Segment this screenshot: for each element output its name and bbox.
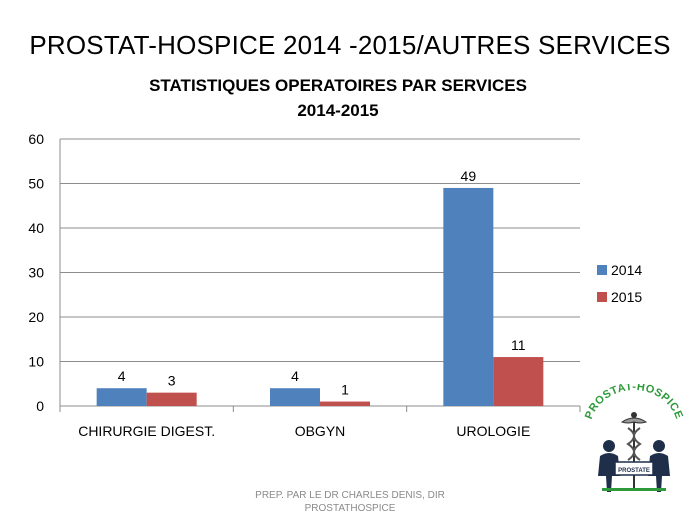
chart-subtitle: 2014-2015 <box>297 101 379 120</box>
prostat-hospice-logo: PROSTAT-HOSPICE PROSTATE <box>583 384 685 492</box>
legend-label: 2014 <box>611 262 642 278</box>
legend-swatch <box>597 265 607 275</box>
slide-title: PROSTAT-HOSPICE 2014 -2015/AUTRES SERVIC… <box>29 30 671 60</box>
bar <box>320 401 370 406</box>
x-tick-label: UROLOGIE <box>456 423 530 439</box>
y-tick-label: 60 <box>28 131 44 147</box>
data-label: 4 <box>118 368 126 384</box>
data-label: 11 <box>511 337 526 353</box>
logo-sign-text: PROSTATE <box>618 468 650 474</box>
data-label: 4 <box>291 368 299 384</box>
legend-swatch <box>597 292 607 302</box>
x-tick-label: OBGYN <box>295 423 346 439</box>
y-tick-label: 10 <box>28 354 44 370</box>
bar <box>443 187 494 406</box>
legend-label: 2015 <box>611 289 642 305</box>
y-tick-label: 20 <box>28 309 44 325</box>
y-tick-label: 50 <box>28 176 44 192</box>
bar <box>96 388 147 406</box>
footer-text: PREP. PAR LE DR CHARLES DENIS, DIR PROST… <box>255 490 445 514</box>
y-tick-label: 30 <box>28 265 44 281</box>
x-tick-label: CHIRURGIE DIGEST. <box>78 423 215 439</box>
data-label: 1 <box>341 382 349 398</box>
y-tick-label: 0 <box>36 398 44 414</box>
bar <box>146 392 197 406</box>
bar <box>493 357 544 406</box>
bar <box>270 388 320 406</box>
chart-title: STATISTIQUES OPERATOIRES PAR SERVICES <box>149 76 527 95</box>
data-label: 3 <box>168 373 176 389</box>
data-label: 49 <box>461 168 477 184</box>
y-tick-label: 40 <box>28 220 44 236</box>
